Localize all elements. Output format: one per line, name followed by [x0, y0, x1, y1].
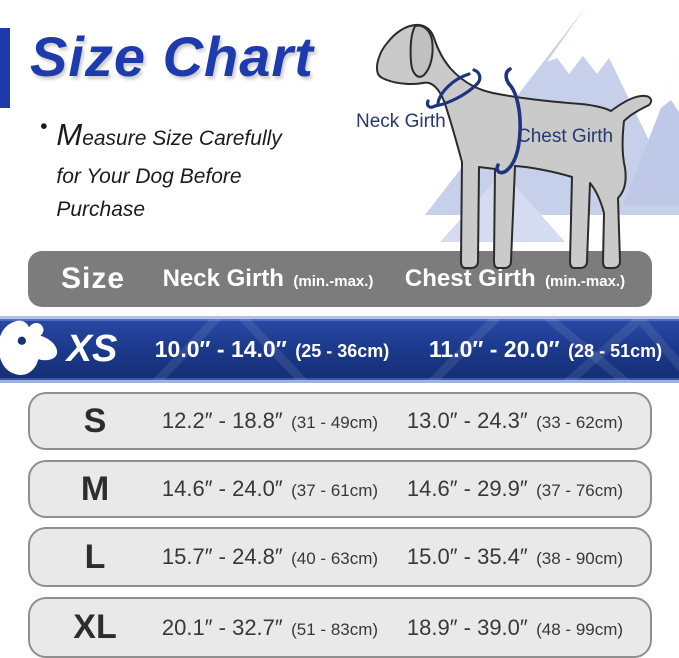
page-title: Size Chart	[30, 25, 314, 88]
neck-girth-cell: 15.7″ - 24.8″ (40 - 63cm)	[160, 544, 380, 570]
neck-girth-cell: 12.2″ - 18.8″ (31 - 49cm)	[160, 408, 380, 434]
size-cell: L	[84, 537, 106, 576]
size-row-m: M 14.6″ - 24.0″ (37 - 61cm) 14.6″ - 29.9…	[28, 460, 652, 518]
size-row-l: L 15.7″ - 24.8″ (40 - 63cm) 15.0″ - 35.4…	[28, 527, 652, 587]
chest-cm: (37 - 76cm)	[536, 481, 624, 500]
size-cell: XL	[73, 608, 117, 646]
neck-inches: 15.7″ - 24.8″	[161, 544, 283, 569]
chest-cm: (48 - 99cm)	[536, 619, 624, 639]
neck-girth-label: Neck Girth	[356, 111, 446, 132]
bullet-icon: •	[40, 115, 48, 138]
size-cell: S	[83, 401, 107, 440]
dog-head-icon	[0, 320, 58, 376]
size-row-xl: XL 20.1″ - 32.7″ (51 - 83cm) 18.9″ - 39.…	[28, 597, 652, 658]
neck-inches: 10.0″ - 14.0″	[154, 336, 287, 362]
chest-cm: (28 - 51cm)	[568, 341, 663, 361]
header-chest-girth: Chest Girth (min.-max.)	[378, 265, 652, 293]
header-chest-girth-minmax: (min.-max.)	[545, 273, 626, 290]
chest-cm: (38 - 90cm)	[536, 549, 624, 568]
header-neck-girth-minmax: (min.-max.)	[293, 273, 374, 290]
chest-inches: 13.0″ - 24.3″	[406, 408, 528, 433]
neck-cm: (31 - 49cm)	[291, 413, 379, 432]
chest-girth-strap-icon	[495, 67, 522, 175]
header-chest-girth-label: Chest Girth	[404, 265, 536, 292]
chest-inches: 18.9″ - 39.0″	[406, 614, 528, 640]
header-neck-girth: Neck Girth (min.-max.)	[158, 265, 378, 293]
chest-girth-cell: 15.0″ - 35.4″ (38 - 90cm)	[380, 544, 650, 570]
chest-girth-label: Chest Girth	[517, 126, 614, 147]
neck-girth-cell: 20.1″ - 32.7″ (51 - 83cm)	[160, 615, 380, 641]
chest-girth-cell: 11.0″ - 20.0″ (28 - 51cm)	[412, 336, 679, 363]
measure-note-text: Measure Size Carefully for Your Dog Befo…	[56, 117, 282, 222]
size-cell: XS	[66, 328, 118, 370]
neck-cm: (37 - 61cm)	[291, 481, 379, 500]
chest-girth-cell: 13.0″ - 24.3″ (33 - 62cm)	[380, 408, 650, 434]
table-header-row: Size Neck Girth (min.-max.) Chest Girth …	[28, 251, 652, 307]
neck-girth-cell: 14.6″ - 24.0″ (37 - 61cm)	[160, 476, 380, 502]
title-accent-bar	[0, 28, 10, 108]
header-size: Size	[60, 262, 126, 295]
dog-measurement-diagram: Neck Girth Chest Girth	[325, 0, 679, 300]
neck-inches: 20.1″ - 32.7″	[161, 614, 283, 640]
measure-note: • Measure Size Carefully for Your Dog Be…	[40, 110, 308, 227]
chest-inches: 15.0″ - 35.4″	[406, 544, 528, 569]
dog-silhouette-icon	[376, 23, 653, 269]
header-neck-girth-label: Neck Girth	[162, 265, 284, 292]
size-row-xs: XS 10.0″ - 14.0″ (25 - 36cm) 11.0″ - 20.…	[0, 316, 679, 383]
size-cell: M	[80, 469, 110, 508]
chest-girth-cell: 14.6″ - 29.9″ (37 - 76cm)	[380, 476, 650, 502]
neck-cm: (25 - 36cm)	[295, 341, 390, 361]
neck-inches: 14.6″ - 24.0″	[161, 476, 283, 501]
chest-cm: (33 - 62cm)	[536, 413, 624, 432]
dog-ear	[409, 24, 434, 78]
neck-inches: 12.2″ - 18.8″	[161, 408, 283, 433]
chest-inches: 11.0″ - 20.0″	[428, 336, 560, 362]
chest-girth-cell: 18.9″ - 39.0″ (48 - 99cm)	[380, 615, 650, 641]
size-row-s: S 12.2″ - 18.8″ (31 - 49cm) 13.0″ - 24.3…	[28, 392, 652, 450]
neck-cm: (40 - 63cm)	[291, 549, 379, 568]
neck-girth-strap-icon	[425, 68, 482, 109]
neck-girth-cell: 10.0″ - 14.0″ (25 - 36cm)	[132, 336, 412, 363]
chest-inches: 14.6″ - 29.9″	[406, 476, 528, 501]
dog-mountain-illustration	[376, 8, 679, 269]
neck-cm: (51 - 83cm)	[291, 619, 379, 639]
